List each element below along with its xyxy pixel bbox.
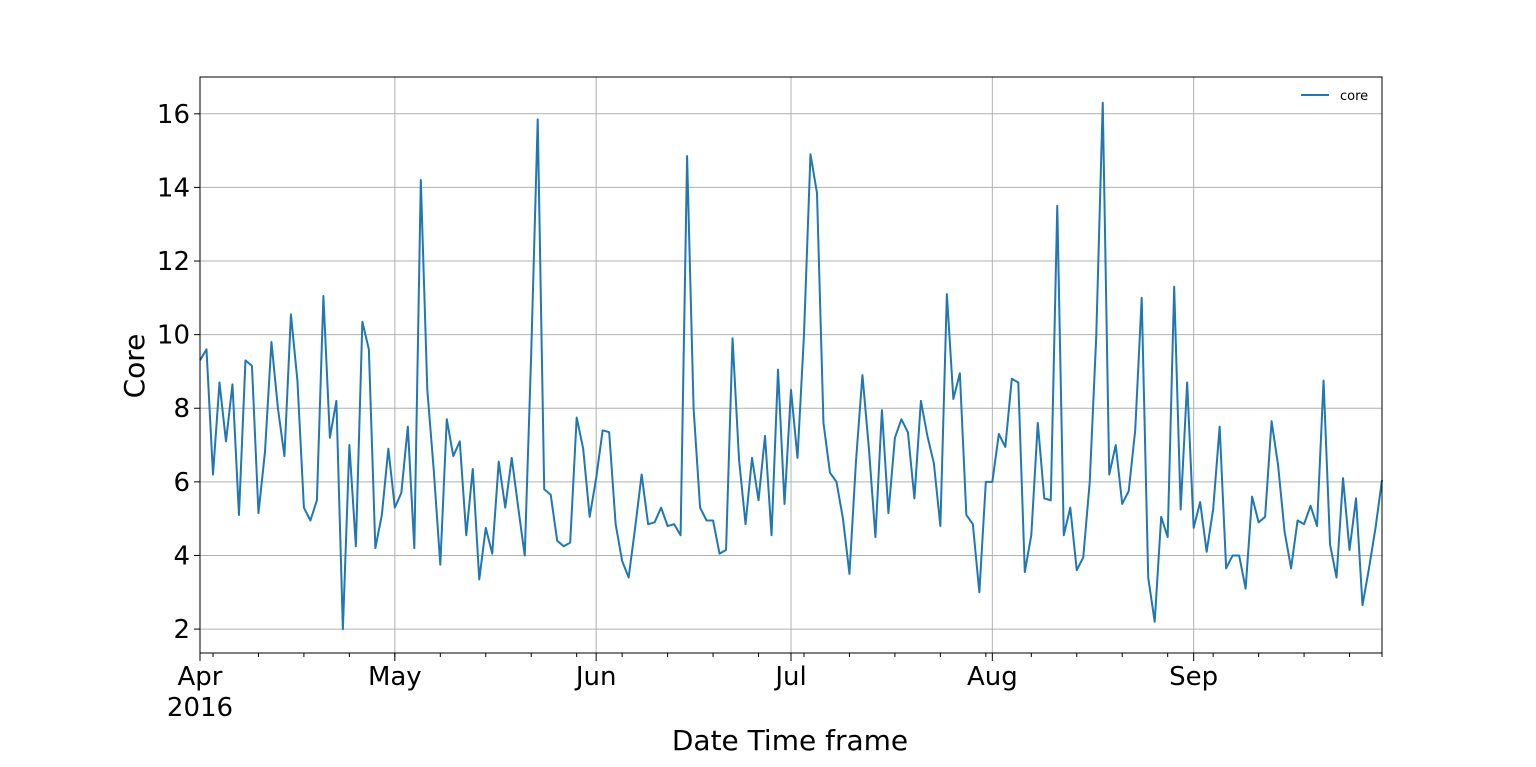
y-tick-label: 12 — [157, 247, 190, 277]
y-tick-label: 8 — [173, 394, 190, 424]
x-tick-label: Jun — [574, 662, 617, 692]
x-tick-label: Apr — [178, 662, 223, 692]
x-tick-label: Jul — [773, 662, 806, 692]
y-tick-label: 14 — [157, 173, 190, 203]
x-axis-label: Date Time frame — [672, 724, 908, 757]
y-axis: 2 4 6 8 10 12 14 16 — [157, 100, 200, 645]
y-axis-label: Core — [118, 334, 151, 399]
series-line-core — [199, 101, 1383, 631]
x-tick-label: May — [368, 662, 422, 692]
legend: core — [1301, 89, 1368, 104]
y-tick-label: 2 — [173, 615, 190, 645]
y-tick-label: 4 — [173, 541, 190, 571]
y-tick-label: 16 — [157, 100, 190, 130]
x-tick-label: Aug — [967, 662, 1018, 692]
legend-label-core: core — [1340, 89, 1368, 104]
y-tick-label: 6 — [173, 468, 190, 498]
y-tick-label: 10 — [157, 321, 190, 351]
x-tick-label: Sep — [1169, 662, 1218, 692]
grid — [200, 77, 1382, 653]
x-minor-ticks — [212, 653, 1383, 657]
x-tick-sublabel: 2016 — [167, 693, 233, 723]
